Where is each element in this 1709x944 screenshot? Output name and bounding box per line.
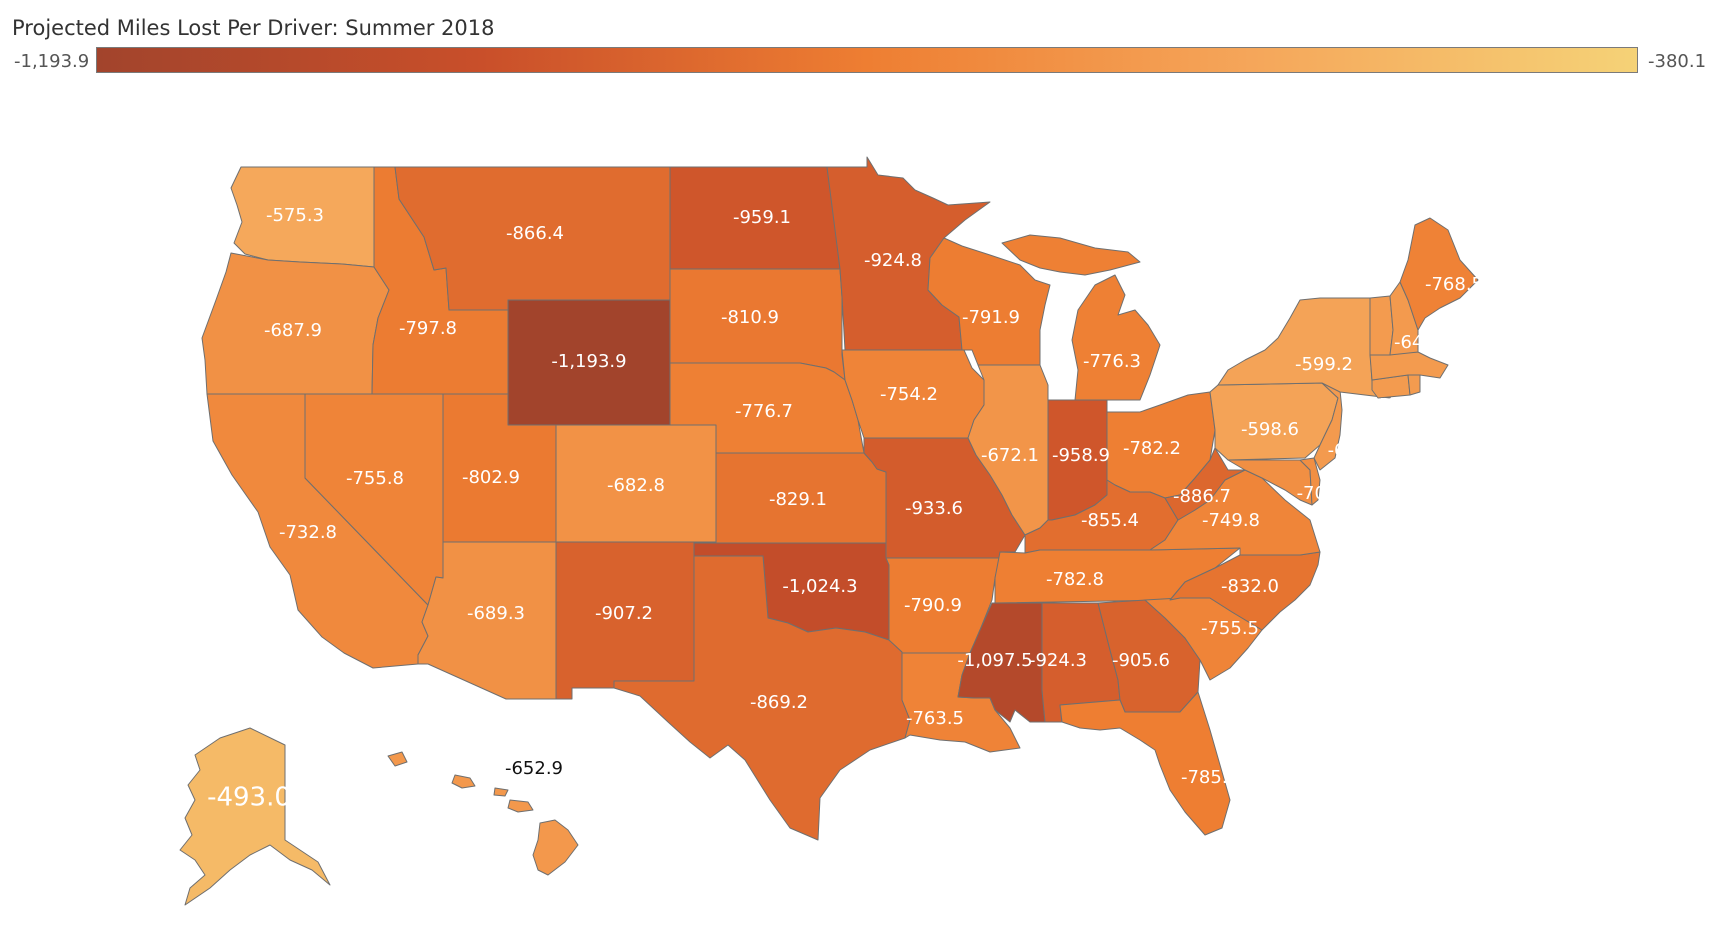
- state-label-IL: -672.1: [981, 445, 1039, 466]
- state-label-NV: -755.8: [346, 468, 404, 489]
- state-label-AK: -493.0: [207, 783, 291, 813]
- state-NY[interactable]: [1217, 297, 1396, 399]
- state-label-ID: -797.8: [399, 318, 457, 339]
- state-label-HI: -652.9: [505, 758, 563, 779]
- map-title: Projected Miles Lost Per Driver: Summer …: [12, 16, 495, 40]
- state-WI[interactable]: [927, 237, 1051, 366]
- state-label-KS: -829.1: [769, 489, 827, 510]
- state-label-ME: -768.5: [1425, 274, 1483, 295]
- state-label-SC: -755.5: [1201, 618, 1259, 639]
- state-label-KY: -855.4: [1081, 510, 1139, 531]
- state-label-UT: -802.9: [462, 467, 520, 488]
- state-KY[interactable]: [1024, 479, 1179, 554]
- state-label-NY: -599.2: [1295, 354, 1353, 375]
- state-NC[interactable]: [1169, 551, 1321, 631]
- state-label-MS: -1,097.5: [957, 650, 1032, 671]
- state-label-OH: -782.2: [1123, 438, 1181, 459]
- state-label-NH: -645.8: [1394, 332, 1452, 353]
- state-label-WY: -1,193.9: [551, 351, 626, 372]
- state-label-SD: -810.9: [721, 307, 779, 328]
- state-AK[interactable]: [179, 727, 331, 906]
- state-HI[interactable]: [387, 751, 579, 876]
- state-label-NC: -832.0: [1221, 576, 1279, 597]
- state-label-VA: -749.8: [1202, 510, 1260, 531]
- state-MI-upper[interactable]: [1001, 234, 1141, 276]
- state-label-WI: -791.9: [962, 307, 1020, 328]
- state-label-MT: -866.4: [506, 223, 564, 244]
- state-label-NE: -776.7: [735, 401, 793, 422]
- state-label-FL: -785.8: [1181, 767, 1239, 788]
- state-label-LA: -763.5: [906, 708, 964, 729]
- state-label-OR: -687.9: [264, 320, 322, 341]
- state-label-CA: -732.8: [279, 522, 337, 543]
- state-label-AZ: -689.3: [467, 603, 525, 624]
- state-label-AL: -924.3: [1029, 650, 1087, 671]
- state-label-IA: -754.2: [880, 384, 938, 405]
- state-label-TX: -869.2: [750, 692, 808, 713]
- state-label-GA: -905.6: [1112, 650, 1170, 671]
- state-label-MN: -924.8: [864, 250, 922, 271]
- state-label-NM: -907.2: [595, 603, 653, 624]
- state-label-NJ: -646: [1328, 440, 1369, 461]
- legend-min-label: -1,193.9: [14, 51, 90, 72]
- state-label-AR: -790.9: [904, 595, 962, 616]
- state-label-IN: -958.9: [1052, 445, 1110, 466]
- state-FL[interactable]: [1059, 691, 1231, 836]
- color-legend-bar: [96, 47, 1638, 73]
- state-WV[interactable]: [1164, 447, 1246, 521]
- state-MA[interactable]: [1369, 351, 1449, 381]
- state-TX[interactable]: [613, 555, 911, 841]
- state-MI[interactable]: [1071, 274, 1161, 401]
- state-label-MA: -641.9: [1357, 395, 1415, 416]
- state-label-OK: -1,024.3: [782, 576, 857, 597]
- state-label-TN: -782.8: [1046, 569, 1104, 590]
- state-label-ND: -959.1: [733, 207, 791, 228]
- state-label-PA: -598.6: [1241, 419, 1299, 440]
- state-label-CO: -682.8: [607, 475, 665, 496]
- state-VT[interactable]: [1369, 295, 1394, 356]
- state-ME[interactable]: [1399, 217, 1479, 331]
- state-RI[interactable]: [1407, 374, 1421, 396]
- state-label-MD: -702: [1297, 483, 1338, 504]
- legend-max-label: -380.1: [1648, 51, 1707, 72]
- state-label-WV: -886.7: [1173, 486, 1231, 507]
- state-label-MO: -933.6: [905, 498, 963, 519]
- state-label-WA: -575.3: [266, 205, 324, 226]
- state-NJ[interactable]: [1313, 382, 1343, 471]
- state-label-MI: -776.3: [1083, 351, 1141, 372]
